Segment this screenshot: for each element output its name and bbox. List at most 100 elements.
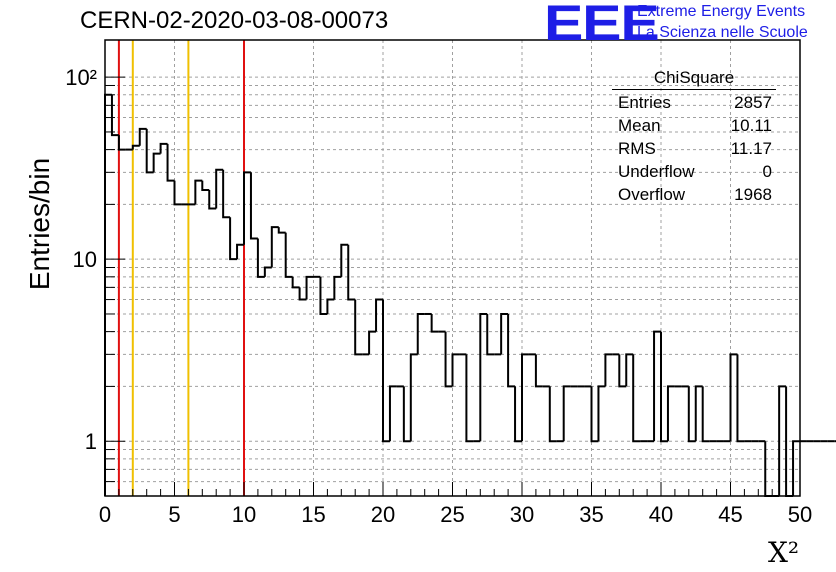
- logo-line-1: Extreme Energy Events: [637, 3, 806, 20]
- histogram-bin: [201, 180, 210, 191]
- stats-label: Entries: [618, 93, 671, 112]
- histogram-bin: [138, 127, 147, 146]
- histogram-bin: [194, 179, 203, 205]
- histogram-bin: [402, 386, 411, 443]
- x-axis-label: X²: [768, 536, 800, 569]
- histogram-bin: [534, 354, 543, 388]
- logo-line-2: La Scienza nelle Scuole: [637, 24, 808, 41]
- histogram-bin: [131, 144, 140, 150]
- histogram-bin: [625, 353, 634, 387]
- histogram-bin: [298, 287, 307, 301]
- histogram-bin: [243, 171, 251, 245]
- histogram-bin: [660, 331, 668, 443]
- stats-label: RMS: [618, 139, 656, 158]
- histogram-bin: [590, 386, 599, 443]
- histogram-bin: [500, 312, 509, 355]
- stats-value: 2857: [734, 93, 772, 112]
- histogram-bin: [354, 299, 363, 356]
- histogram-bin: [465, 354, 474, 443]
- histogram-bin: [521, 353, 529, 442]
- stats-box: ChiSquare Entries 2857 Mean 10.11 RMS 11…: [612, 68, 776, 206]
- axis-tick-labels: 0 5 10 15 20 25 30 35 40 45 50 1 10 10²: [65, 65, 812, 527]
- x-tick-label: 30: [510, 502, 534, 527]
- histogram-bin: [618, 354, 627, 388]
- histogram-bin: [701, 386, 710, 443]
- histogram-bin: [653, 330, 661, 442]
- histogram-bin: [368, 330, 377, 355]
- eee-logo: EEE: [544, 0, 660, 51]
- histogram-bin: [792, 440, 800, 496]
- x-tick-label: 15: [301, 502, 325, 527]
- histogram-bin: [632, 354, 641, 443]
- histogram-bin: [486, 313, 495, 356]
- y-tick-label: 10²: [65, 65, 97, 90]
- histogram-bin: [562, 385, 571, 442]
- x-tick-label: 50: [788, 502, 812, 527]
- stats-box-divider: [612, 89, 776, 90]
- histogram-bin: [694, 385, 703, 442]
- histogram-bin: [249, 172, 258, 240]
- histogram-bin: [291, 276, 300, 289]
- x-tick-label: 45: [718, 502, 742, 527]
- histogram-bin: [166, 143, 175, 182]
- histogram-bin: [729, 353, 738, 442]
- histogram-bin: [110, 94, 119, 137]
- histogram-bin: [666, 385, 675, 442]
- histogram-bin: [514, 386, 522, 443]
- stats-label: Underflow: [618, 162, 695, 181]
- histogram-bin: [256, 238, 265, 278]
- histogram-bin: [173, 180, 182, 206]
- y-axis-label: Entries/bin: [24, 157, 55, 291]
- x-tick-label: 10: [232, 502, 256, 527]
- histogram-bin: [305, 275, 314, 300]
- histogram-bin: [548, 386, 557, 443]
- histogram-bin: [597, 385, 606, 442]
- histogram-bin: [117, 135, 126, 151]
- histogram-bin: [444, 331, 453, 388]
- histogram-bin: [104, 93, 112, 496]
- histogram-bin: [451, 353, 460, 387]
- y-tick-label: 10: [73, 247, 97, 272]
- histogram-bin: [326, 298, 335, 314]
- stats-box-title: ChiSquare: [653, 68, 735, 87]
- stats-row-overflow: Overflow 1968: [612, 183, 776, 206]
- x-tick-label: 35: [579, 502, 603, 527]
- histogram-bin: [236, 243, 244, 260]
- stats-value: 0: [762, 162, 772, 181]
- x-tick-label: 40: [649, 502, 673, 527]
- x-tick-label: 5: [168, 502, 180, 527]
- y-tick-label: 1: [85, 429, 97, 454]
- histogram-bin: [479, 312, 488, 442]
- histogram-bin: [507, 313, 516, 388]
- stats-value: 1968: [734, 185, 772, 204]
- x-tick-label: 0: [99, 502, 111, 527]
- histogram-bin: [687, 386, 696, 443]
- histogram-bin: [416, 312, 425, 355]
- stats-row-entries: Entries 2857: [612, 91, 776, 114]
- histogram-bin: [215, 168, 224, 209]
- stats-value: 10.11: [730, 116, 772, 135]
- histogram-bin: [736, 354, 745, 443]
- stats-label: Overflow: [618, 185, 686, 204]
- histogram-bin: [208, 189, 217, 210]
- stats-value: 11.17: [730, 139, 772, 158]
- histogram-bin: [145, 128, 154, 174]
- histogram-bin: [152, 152, 161, 173]
- histogram-bin: [333, 275, 342, 300]
- stats-row-mean: Mean 10.11: [612, 114, 776, 137]
- stats-row-underflow: Underflow 0: [612, 160, 776, 183]
- stats-row-rms: RMS 11.17: [612, 137, 776, 160]
- histogram-bin: [409, 353, 418, 442]
- histogram-bin: [388, 385, 397, 442]
- histogram-bin: [430, 313, 439, 333]
- histogram-bin: [229, 217, 238, 261]
- histogram-bin: [347, 244, 356, 301]
- x-tick-label: 20: [371, 502, 395, 527]
- x-tick-label: 25: [440, 502, 464, 527]
- histogram-bin: [159, 142, 168, 154]
- histogram-bin: [284, 232, 293, 278]
- histogram-bin: [382, 299, 390, 443]
- histogram-bin: [319, 276, 328, 315]
- axis-ticks: [104, 76, 801, 497]
